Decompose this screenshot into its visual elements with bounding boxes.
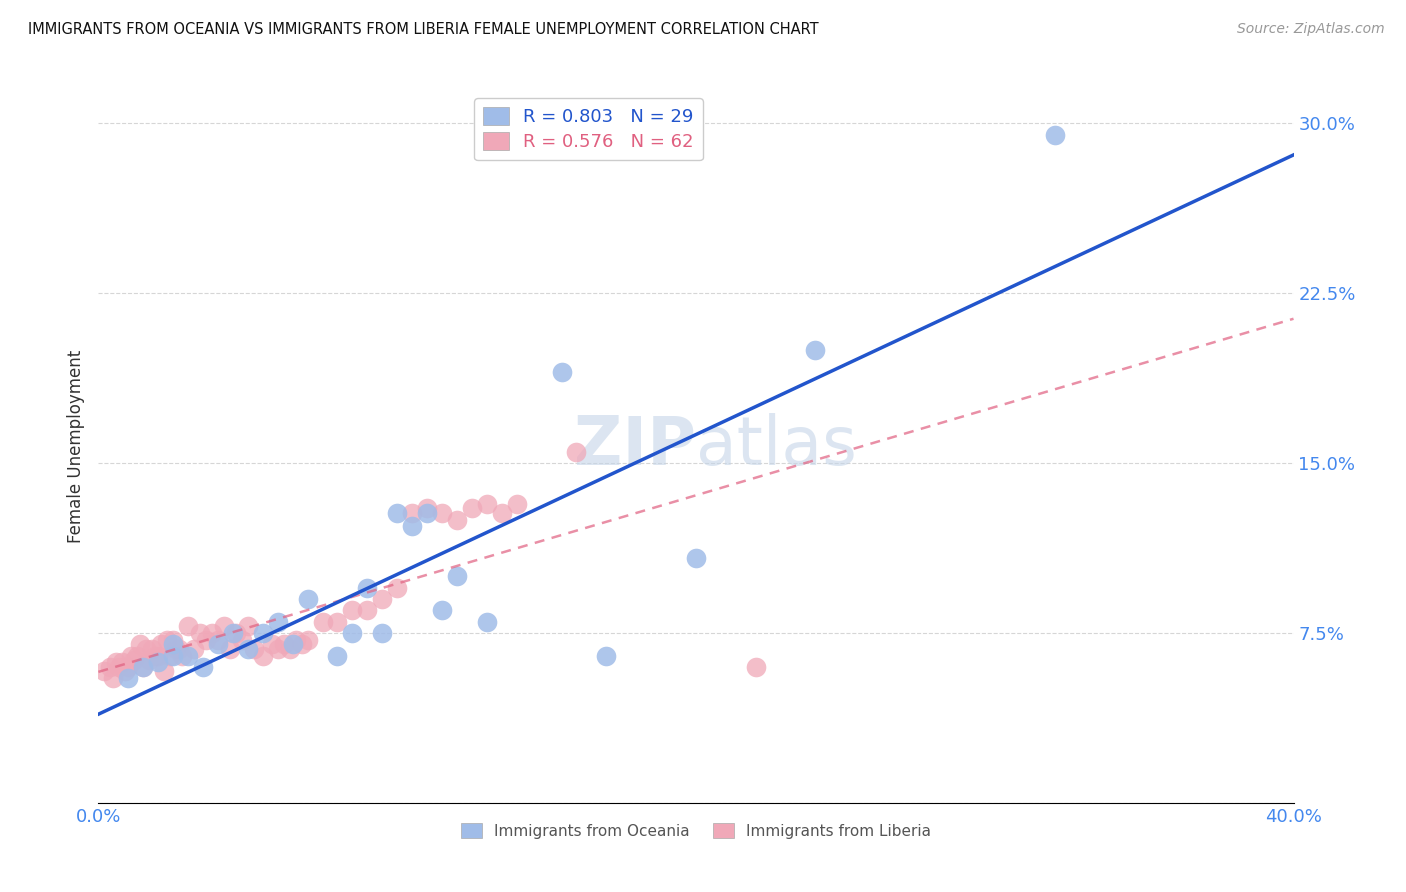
Point <box>117 660 139 674</box>
Point <box>804 343 827 357</box>
Point <box>132 660 155 674</box>
Text: IMMIGRANTS FROM OCEANIA VS IMMIGRANTS FROM LIBERIA FEMALE UNEMPLOYMENT CORRELATI: IMMIGRANTS FROM OCEANIA VS IMMIGRANTS FR… <box>28 22 818 37</box>
Point <box>162 648 184 663</box>
Point <box>207 632 229 647</box>
Point <box>311 615 333 629</box>
Point <box>342 626 364 640</box>
Point <box>430 506 453 520</box>
Point <box>401 519 423 533</box>
Point <box>120 648 142 663</box>
Point <box>371 591 394 606</box>
Point <box>141 641 163 656</box>
Point <box>108 660 131 674</box>
Point <box>297 591 319 606</box>
Point <box>236 619 259 633</box>
Point <box>260 637 283 651</box>
Point <box>177 619 200 633</box>
Point <box>162 632 184 647</box>
Point <box>278 641 301 656</box>
Point <box>201 626 224 640</box>
Point <box>446 513 468 527</box>
Point <box>143 648 166 663</box>
Point <box>188 626 211 640</box>
Point <box>297 632 319 647</box>
Text: ZIP: ZIP <box>574 413 696 479</box>
Point <box>371 626 394 640</box>
Point <box>231 632 253 647</box>
Point <box>356 603 378 617</box>
Point <box>148 656 170 670</box>
Point <box>165 641 187 656</box>
Point <box>138 653 160 667</box>
Point <box>475 497 498 511</box>
Point <box>506 497 529 511</box>
Point <box>222 626 245 640</box>
Point <box>162 637 184 651</box>
Point <box>475 615 498 629</box>
Point <box>273 637 295 651</box>
Point <box>93 665 115 679</box>
Point <box>326 615 349 629</box>
Point <box>183 641 205 656</box>
Point <box>416 506 439 520</box>
Point <box>267 641 290 656</box>
Point <box>105 656 128 670</box>
Point <box>219 641 242 656</box>
Text: Source: ZipAtlas.com: Source: ZipAtlas.com <box>1237 22 1385 37</box>
Point <box>135 641 157 656</box>
Point <box>401 506 423 520</box>
Point <box>446 569 468 583</box>
Point <box>550 365 572 379</box>
Point <box>191 660 214 674</box>
Point <box>356 581 378 595</box>
Y-axis label: Female Unemployment: Female Unemployment <box>66 350 84 542</box>
Point <box>461 501 484 516</box>
Point <box>252 626 274 640</box>
Point <box>195 632 218 647</box>
Point <box>117 671 139 685</box>
Point <box>284 632 307 647</box>
Point <box>342 603 364 617</box>
Point <box>103 671 125 685</box>
Point <box>127 648 149 663</box>
Point <box>236 641 259 656</box>
Point <box>114 665 136 679</box>
Point <box>111 656 134 670</box>
Point <box>291 637 314 651</box>
Point <box>491 506 513 520</box>
Text: atlas: atlas <box>696 413 856 479</box>
Point <box>745 660 768 674</box>
Point <box>150 637 173 651</box>
Point <box>172 648 194 663</box>
Point <box>167 641 190 656</box>
Point <box>156 632 179 647</box>
Point <box>177 648 200 663</box>
Point <box>385 581 409 595</box>
Point <box>212 619 235 633</box>
Point <box>385 506 409 520</box>
Point <box>129 637 152 651</box>
Point <box>98 660 122 674</box>
Point <box>153 665 176 679</box>
Point <box>685 551 707 566</box>
Point <box>124 653 146 667</box>
Point <box>148 648 170 663</box>
Point <box>159 648 181 663</box>
Point <box>252 648 274 663</box>
Point <box>595 648 617 663</box>
Point <box>565 444 588 458</box>
Legend: Immigrants from Oceania, Immigrants from Liberia: Immigrants from Oceania, Immigrants from… <box>454 817 938 845</box>
Point <box>225 626 247 640</box>
Point <box>430 603 453 617</box>
Point <box>281 637 304 651</box>
Point <box>207 637 229 651</box>
Point <box>1043 128 1066 142</box>
Point <box>243 641 266 656</box>
Point <box>326 648 349 663</box>
Point <box>267 615 290 629</box>
Point <box>416 501 439 516</box>
Point <box>132 660 155 674</box>
